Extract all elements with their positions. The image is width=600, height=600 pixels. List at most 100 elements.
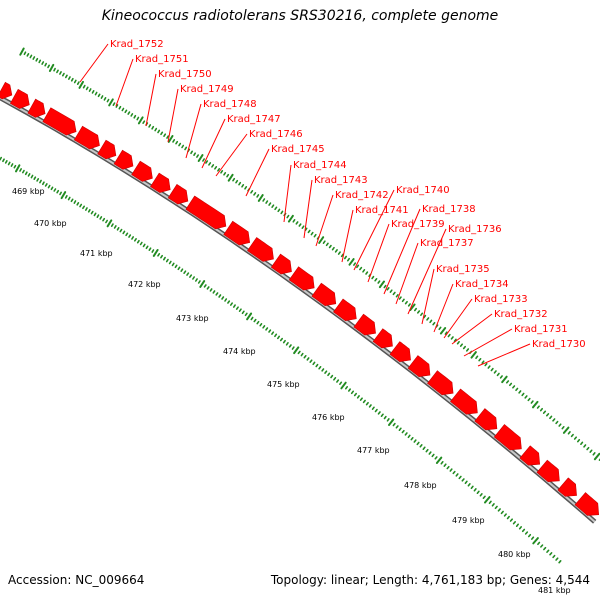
gene-block[interactable] <box>474 408 498 431</box>
gene-label[interactable]: Krad_1741 <box>355 205 409 216</box>
inner-tick <box>44 183 48 187</box>
gene-label[interactable]: Krad_1751 <box>135 54 189 65</box>
gene-label[interactable]: Krad_1749 <box>180 84 234 95</box>
gene-block[interactable] <box>407 355 431 378</box>
gene-block[interactable] <box>150 172 171 193</box>
gene-block[interactable] <box>353 313 376 336</box>
scale-label: 481 kbp <box>538 586 571 595</box>
gene-block[interactable] <box>0 81 13 100</box>
inner-tick <box>549 552 553 556</box>
gene-block[interactable] <box>519 445 541 466</box>
gene-block[interactable] <box>288 266 315 291</box>
gene-label[interactable]: Krad_1747 <box>227 114 281 125</box>
inner-tick <box>340 381 347 390</box>
gene-block[interactable] <box>42 107 77 136</box>
gene-block[interactable] <box>493 424 522 451</box>
gene-label[interactable]: Krad_1750 <box>158 69 212 80</box>
gene-track <box>0 81 600 516</box>
inner-tick <box>195 278 198 282</box>
gene-block[interactable] <box>557 477 577 497</box>
gene-block[interactable] <box>223 220 251 246</box>
inner-tick <box>125 232 129 237</box>
gene-block[interactable] <box>167 183 189 205</box>
outer-tick <box>334 249 338 253</box>
outer-tick <box>362 268 366 273</box>
inner-tick <box>157 253 161 257</box>
inner-tick <box>527 533 532 538</box>
gene-block[interactable] <box>185 195 227 230</box>
gene-block[interactable] <box>389 341 411 363</box>
inner-tick <box>70 198 74 203</box>
outer-tick <box>493 370 497 374</box>
gene-block[interactable] <box>73 125 100 150</box>
gene-label[interactable]: Krad_1738 <box>422 204 476 215</box>
gene-label[interactable]: Krad_1745 <box>271 144 325 155</box>
gene-label[interactable]: Krad_1748 <box>203 99 257 110</box>
gene-label[interactable]: Krad_1740 <box>396 185 450 196</box>
outer-tick <box>70 77 74 82</box>
inner-tick <box>212 290 216 294</box>
gene-label[interactable]: Krad_1742 <box>335 190 389 201</box>
gene-block[interactable] <box>270 253 292 275</box>
outer-tick <box>359 266 363 271</box>
inner-tick <box>419 444 423 448</box>
outer-tick <box>73 79 77 84</box>
inner-tick <box>90 210 94 215</box>
gene-block[interactable] <box>372 328 393 349</box>
gene-label[interactable]: Krad_1739 <box>391 219 445 230</box>
gene-label[interactable]: Krad_1735 <box>436 264 490 275</box>
inner-tick <box>422 446 426 451</box>
gene-block[interactable] <box>9 88 30 109</box>
outer-tick <box>274 206 278 211</box>
outer-tick <box>383 284 387 289</box>
inner-tick <box>152 249 159 257</box>
outer-tick <box>157 129 161 134</box>
gene-block[interactable] <box>113 149 134 170</box>
gene-block[interactable] <box>536 459 560 483</box>
inner-tick <box>512 520 517 525</box>
outer-tick <box>19 47 25 56</box>
outer-tick <box>250 190 254 194</box>
inner-tick <box>30 174 34 179</box>
outer-tick <box>343 255 348 260</box>
outer-tick <box>38 59 42 64</box>
gene-block[interactable] <box>131 160 153 182</box>
gene-label[interactable]: Krad_1731 <box>514 324 568 335</box>
gene-block[interactable] <box>333 298 357 322</box>
gene-label[interactable]: Krad_1732 <box>494 309 548 320</box>
outer-tick <box>133 114 137 119</box>
gene-block[interactable] <box>97 139 117 160</box>
inner-tick <box>327 372 331 377</box>
inner-tick <box>497 508 501 512</box>
gene-block[interactable] <box>450 388 478 415</box>
outer-tick <box>85 86 89 91</box>
outer-tick <box>545 413 550 417</box>
gene-block[interactable] <box>247 237 274 262</box>
outer-tick <box>501 375 508 384</box>
outer-tick <box>456 340 460 345</box>
gene-label[interactable]: Krad_1736 <box>448 224 502 235</box>
gene-block[interactable] <box>574 492 600 516</box>
outer-tick <box>570 433 574 438</box>
gene-label[interactable]: Krad_1744 <box>293 160 347 171</box>
outer-tick <box>97 93 101 98</box>
gene-label[interactable]: Krad_1734 <box>455 279 509 290</box>
gene-label[interactable]: Krad_1746 <box>249 129 303 140</box>
inner-tick <box>518 526 523 530</box>
inner-tick <box>428 451 432 455</box>
gene-block[interactable] <box>311 282 337 307</box>
inner-tick <box>227 300 231 304</box>
gene-block[interactable] <box>427 370 454 396</box>
gene-label[interactable]: Krad_1752 <box>110 39 164 50</box>
outer-tick <box>576 438 581 443</box>
scale-label: 475 kbp <box>267 380 300 389</box>
gene-label[interactable]: Krad_1733 <box>474 294 528 305</box>
outer-tick <box>205 160 209 164</box>
gene-label[interactable]: Krad_1737 <box>420 238 474 249</box>
inner-tick <box>106 219 113 228</box>
outer-tick <box>444 331 448 335</box>
gene-label[interactable]: Krad_1730 <box>532 339 586 350</box>
gene-label[interactable]: Krad_1743 <box>314 175 368 186</box>
outer-tick <box>53 67 56 72</box>
gene-block[interactable] <box>27 98 46 118</box>
